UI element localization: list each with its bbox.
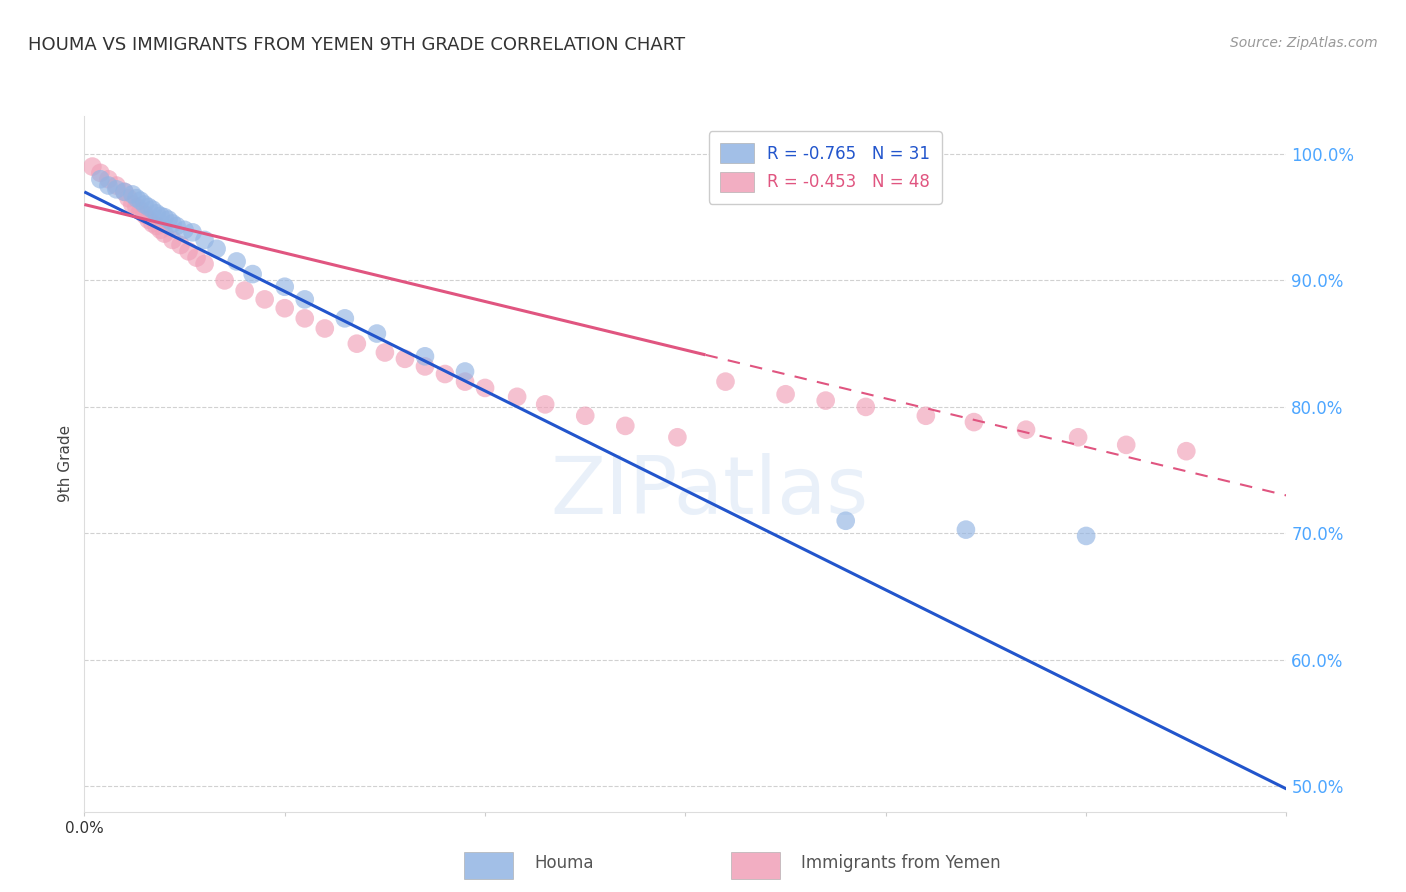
Point: [346, 336, 368, 351]
Point: [394, 351, 416, 366]
Point: [177, 244, 200, 259]
Point: [534, 397, 557, 411]
Point: [162, 217, 184, 231]
Point: [129, 203, 152, 218]
Legend: R = -0.765   N = 31, R = -0.453   N = 48: R = -0.765 N = 31, R = -0.453 N = 48: [709, 131, 942, 203]
Point: [89, 166, 111, 180]
Point: [233, 284, 256, 298]
Point: [134, 208, 156, 222]
Point: [366, 326, 388, 341]
Point: [114, 185, 135, 199]
Point: [666, 430, 689, 444]
Point: [253, 293, 276, 307]
Point: [915, 409, 938, 423]
Point: [614, 418, 637, 433]
Point: [97, 172, 120, 186]
Point: [714, 375, 737, 389]
Point: [138, 200, 160, 214]
Point: [153, 210, 176, 224]
Point: [114, 185, 135, 199]
Point: [855, 400, 877, 414]
Point: [194, 233, 217, 247]
Point: [454, 364, 477, 378]
Point: [454, 375, 477, 389]
Y-axis label: 9th Grade: 9th Grade: [58, 425, 73, 502]
Text: Houma: Houma: [534, 855, 593, 872]
Point: [162, 233, 184, 247]
Point: [333, 311, 356, 326]
Text: ZIPatlas: ZIPatlas: [550, 452, 869, 531]
Point: [474, 381, 496, 395]
Text: Immigrants from Yemen: Immigrants from Yemen: [801, 855, 1001, 872]
Point: [129, 194, 152, 208]
Text: Source: ZipAtlas.com: Source: ZipAtlas.com: [1230, 36, 1378, 50]
Point: [294, 311, 316, 326]
Point: [1115, 438, 1137, 452]
Point: [1067, 430, 1090, 444]
Point: [117, 191, 139, 205]
Point: [186, 251, 208, 265]
Point: [194, 257, 217, 271]
Point: [314, 321, 336, 335]
Point: [89, 172, 111, 186]
Point: [105, 178, 128, 193]
Point: [97, 178, 120, 193]
Point: [157, 212, 180, 227]
Point: [225, 254, 247, 268]
Point: [574, 409, 596, 423]
Point: [814, 393, 837, 408]
Point: [149, 223, 172, 237]
Point: [138, 212, 160, 227]
Text: HOUMA VS IMMIGRANTS FROM YEMEN 9TH GRADE CORRELATION CHART: HOUMA VS IMMIGRANTS FROM YEMEN 9TH GRADE…: [28, 36, 685, 54]
Point: [963, 415, 986, 429]
Point: [835, 514, 858, 528]
Point: [145, 206, 167, 220]
Point: [1175, 444, 1198, 458]
Point: [434, 367, 457, 381]
Point: [274, 279, 297, 293]
Point: [374, 345, 396, 359]
Point: [181, 225, 204, 239]
Point: [125, 200, 148, 214]
Point: [173, 223, 195, 237]
Point: [413, 349, 436, 363]
Point: [125, 191, 148, 205]
Point: [294, 293, 316, 307]
Point: [413, 359, 436, 374]
Point: [955, 523, 977, 537]
Point: [105, 182, 128, 196]
Point: [166, 219, 188, 233]
Point: [134, 197, 156, 211]
Point: [141, 202, 163, 217]
Point: [169, 238, 191, 252]
Point: [775, 387, 797, 401]
Point: [205, 242, 228, 256]
Point: [82, 160, 104, 174]
Point: [141, 217, 163, 231]
Point: [1076, 529, 1098, 543]
Point: [121, 187, 143, 202]
Point: [145, 219, 167, 233]
Point: [214, 273, 236, 287]
Point: [506, 390, 529, 404]
Point: [153, 227, 176, 241]
Point: [149, 209, 172, 223]
Point: [1015, 423, 1038, 437]
Point: [242, 267, 264, 281]
Point: [274, 301, 297, 316]
Point: [121, 197, 143, 211]
